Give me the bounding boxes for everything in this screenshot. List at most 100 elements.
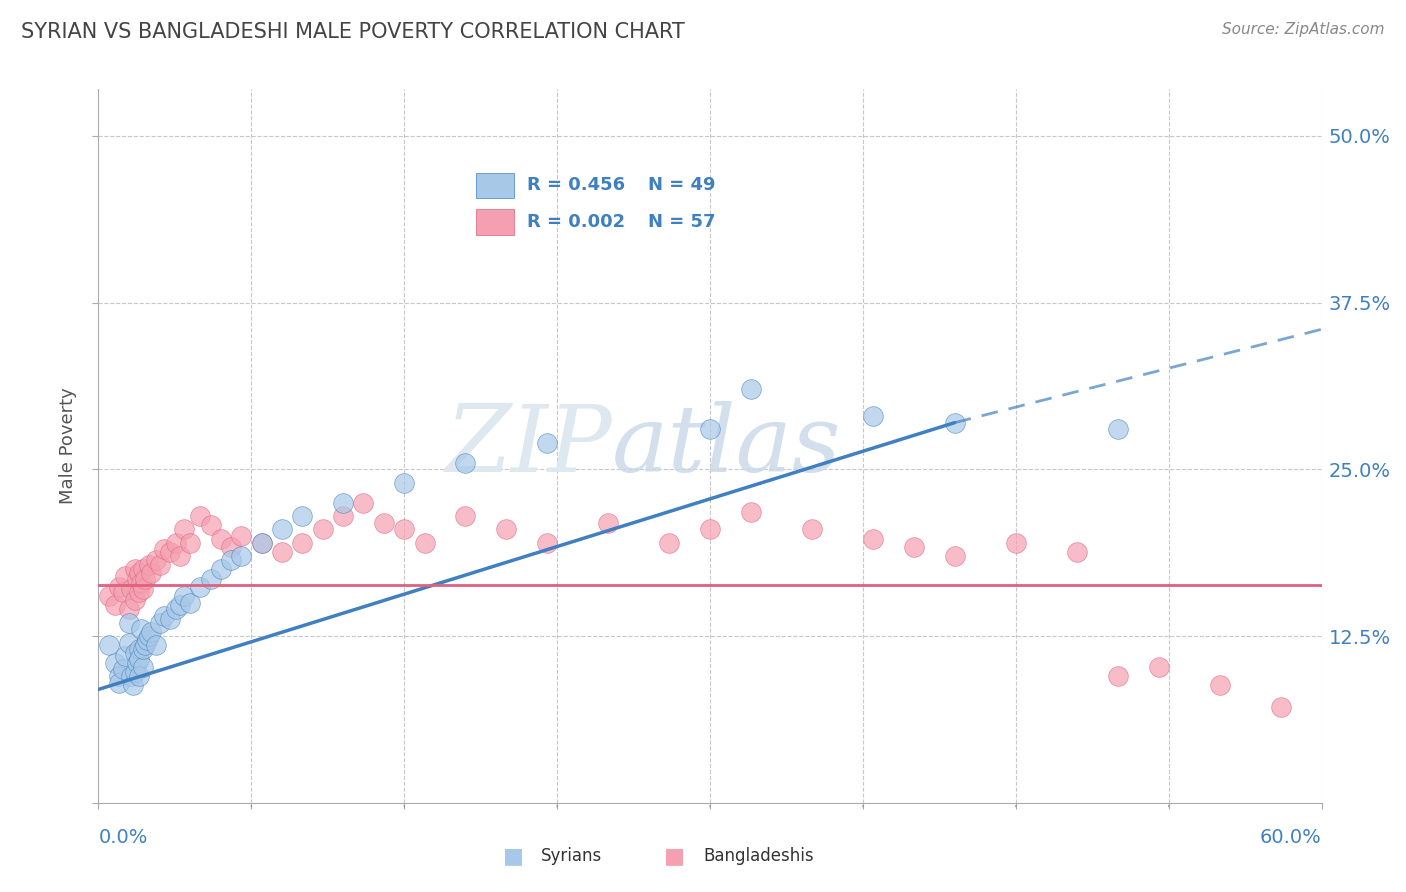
- Point: [145, 639, 167, 653]
- Point: [188, 509, 212, 524]
- Point: [128, 585, 150, 599]
- Point: [128, 566, 150, 581]
- Point: [152, 542, 174, 557]
- Point: [120, 582, 142, 597]
- Point: [138, 629, 160, 643]
- Point: [149, 615, 172, 630]
- Point: [114, 649, 136, 664]
- Point: [179, 535, 201, 549]
- Text: Syrians: Syrians: [541, 847, 603, 865]
- Point: [250, 535, 273, 549]
- Point: [332, 509, 354, 524]
- Point: [536, 435, 558, 450]
- Text: Bangladeshis: Bangladeshis: [703, 847, 814, 865]
- Point: [332, 496, 354, 510]
- Point: [169, 599, 191, 613]
- Point: [97, 639, 120, 653]
- Point: [1004, 535, 1026, 549]
- Text: Source: ZipAtlas.com: Source: ZipAtlas.com: [1222, 22, 1385, 37]
- Point: [1107, 422, 1129, 436]
- Point: [108, 669, 131, 683]
- Y-axis label: Male Poverty: Male Poverty: [59, 388, 77, 504]
- Point: [118, 602, 141, 616]
- Point: [231, 549, 253, 563]
- Point: [392, 522, 416, 536]
- Point: [149, 558, 172, 573]
- Point: [291, 535, 314, 549]
- Point: [159, 545, 181, 559]
- Point: [129, 575, 152, 590]
- Text: 0.0%: 0.0%: [98, 828, 148, 847]
- Point: [658, 535, 681, 549]
- Point: [127, 572, 149, 586]
- Point: [165, 535, 187, 549]
- Point: [128, 669, 150, 683]
- Point: [108, 675, 131, 690]
- Point: [165, 602, 187, 616]
- Point: [122, 678, 145, 692]
- Point: [134, 572, 156, 586]
- Point: [118, 636, 141, 650]
- Point: [169, 549, 191, 563]
- Point: [127, 656, 149, 670]
- Text: ZIP: ZIP: [446, 401, 612, 491]
- Text: R = 0.002: R = 0.002: [527, 213, 626, 231]
- Point: [118, 615, 141, 630]
- Point: [699, 522, 721, 536]
- FancyBboxPatch shape: [477, 210, 513, 235]
- Point: [188, 580, 212, 594]
- Point: [699, 422, 721, 436]
- Point: [801, 522, 824, 536]
- Point: [132, 562, 155, 576]
- Point: [219, 540, 242, 554]
- Point: [111, 662, 134, 676]
- Point: [138, 558, 160, 573]
- Point: [134, 639, 156, 653]
- Point: [104, 656, 127, 670]
- Point: [373, 516, 395, 530]
- Point: [129, 623, 152, 637]
- Text: N = 57: N = 57: [648, 213, 716, 231]
- Point: [141, 625, 163, 640]
- Point: [1270, 699, 1292, 714]
- Point: [128, 652, 150, 666]
- Point: [250, 535, 273, 549]
- Point: [862, 532, 884, 546]
- Point: [97, 589, 120, 603]
- Point: [132, 659, 155, 673]
- Point: [862, 409, 884, 423]
- Point: [173, 589, 195, 603]
- Point: [536, 535, 558, 549]
- Point: [120, 669, 142, 683]
- Point: [104, 599, 127, 613]
- Point: [128, 642, 150, 657]
- Text: SYRIAN VS BANGLADESHI MALE POVERTY CORRELATION CHART: SYRIAN VS BANGLADESHI MALE POVERTY CORRE…: [21, 22, 685, 42]
- Point: [136, 633, 159, 648]
- Point: [740, 505, 762, 519]
- Point: [413, 535, 436, 549]
- Point: [270, 545, 294, 559]
- Text: atlas: atlas: [612, 401, 842, 491]
- Text: ■: ■: [503, 847, 523, 866]
- Point: [209, 532, 232, 546]
- Point: [943, 549, 966, 563]
- Point: [495, 522, 517, 536]
- Point: [740, 382, 762, 396]
- Point: [145, 553, 167, 567]
- Point: [200, 572, 222, 586]
- Point: [159, 612, 181, 626]
- FancyBboxPatch shape: [477, 172, 513, 198]
- Point: [179, 596, 201, 610]
- Point: [132, 642, 155, 657]
- Text: R = 0.456: R = 0.456: [527, 177, 626, 194]
- Point: [108, 580, 131, 594]
- Point: [173, 522, 195, 536]
- Point: [124, 647, 146, 661]
- Point: [1147, 659, 1170, 673]
- Point: [1107, 669, 1129, 683]
- Text: ■: ■: [665, 847, 685, 866]
- Point: [209, 562, 232, 576]
- Point: [231, 529, 253, 543]
- Point: [312, 522, 335, 536]
- Point: [454, 456, 477, 470]
